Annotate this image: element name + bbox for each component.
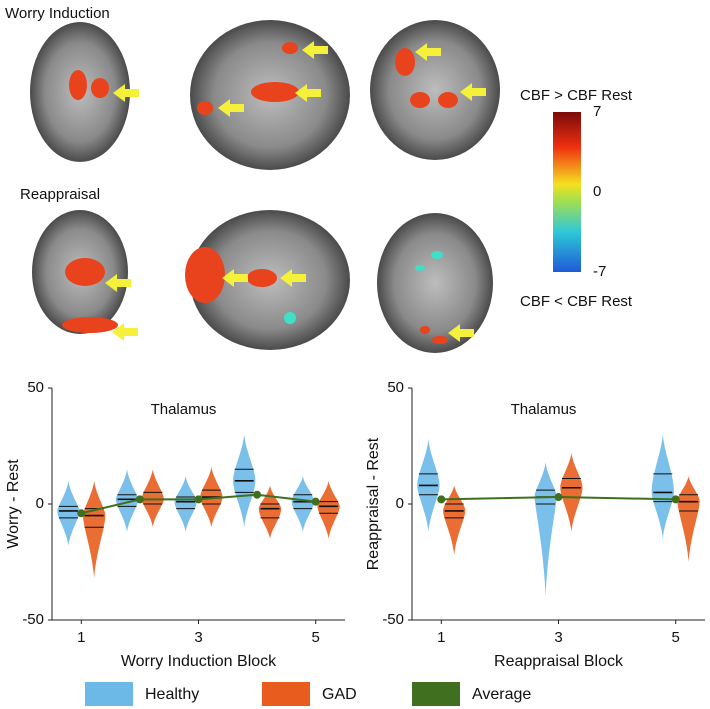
violin (258, 485, 282, 539)
x-tick-label: 5 (672, 629, 680, 646)
row-label: Reappraisal (20, 186, 100, 203)
average-point (437, 495, 446, 504)
activation-blobs (62, 42, 458, 344)
x-axis-label: Reappraisal Block (494, 653, 624, 670)
arrow (112, 323, 138, 341)
colorbar-title: CBF > CBF Rest (520, 87, 633, 104)
violin (317, 480, 340, 539)
chart-title: Thalamus (511, 401, 577, 418)
violin (534, 462, 557, 597)
legend-label: Healthy (145, 686, 199, 703)
arrow (295, 84, 321, 102)
arrow (113, 84, 139, 102)
violin (141, 469, 164, 528)
y-axis-label: Reappraisal - Rest (365, 437, 382, 570)
y-axis-label: Worry - Rest (5, 459, 22, 549)
row-label: Worry Induction (5, 5, 110, 22)
arrow (280, 269, 306, 287)
violin (57, 480, 80, 546)
y-tick-label: 50 (387, 379, 404, 396)
violin (174, 476, 197, 532)
average-point (135, 495, 144, 504)
average-point (253, 490, 262, 499)
arrow (448, 324, 474, 342)
brain-slice (377, 213, 493, 353)
arrow (302, 41, 328, 59)
colorbar-tick-label: -7 (593, 263, 606, 280)
violin (651, 434, 674, 539)
colorbar-tick-label: 0 (593, 183, 601, 200)
arrow (222, 269, 248, 287)
colorbar (553, 112, 581, 272)
violin (83, 480, 106, 579)
chart-title: Thalamus (151, 401, 217, 418)
arrow (460, 83, 486, 101)
x-tick-label: 3 (194, 629, 202, 646)
average-point (194, 495, 203, 504)
colorbar-title: CBF < CBF Rest (520, 293, 633, 310)
legend-swatch (85, 682, 133, 706)
colorbar-tick-label: 7 (593, 103, 601, 120)
average-point (311, 497, 320, 506)
legend-label: Average (472, 686, 531, 703)
legend-swatch (262, 682, 310, 706)
legend-swatch (412, 682, 460, 706)
violin (291, 476, 314, 532)
legend-label: GAD (322, 686, 357, 703)
y-tick-label: -50 (22, 611, 44, 628)
average-point (77, 509, 86, 518)
x-tick-label: 5 (312, 629, 320, 646)
x-tick-label: 1 (77, 629, 85, 646)
arrow (415, 43, 441, 61)
x-tick-label: 1 (437, 629, 445, 646)
arrow (218, 99, 244, 117)
x-tick-label: 3 (554, 629, 562, 646)
brain-images (30, 20, 500, 353)
average-point (554, 493, 563, 502)
y-tick-label: 0 (36, 495, 44, 512)
average-point (671, 495, 680, 504)
violin (443, 485, 466, 556)
x-axis-label: Worry Induction Block (121, 653, 277, 670)
y-tick-label: -50 (382, 611, 404, 628)
violin (677, 476, 700, 562)
violin (115, 469, 139, 532)
arrow (105, 274, 131, 292)
violin (560, 452, 583, 532)
y-tick-label: 50 (27, 379, 44, 396)
y-tick-label: 0 (396, 495, 404, 512)
deactivation-blobs (284, 251, 443, 324)
